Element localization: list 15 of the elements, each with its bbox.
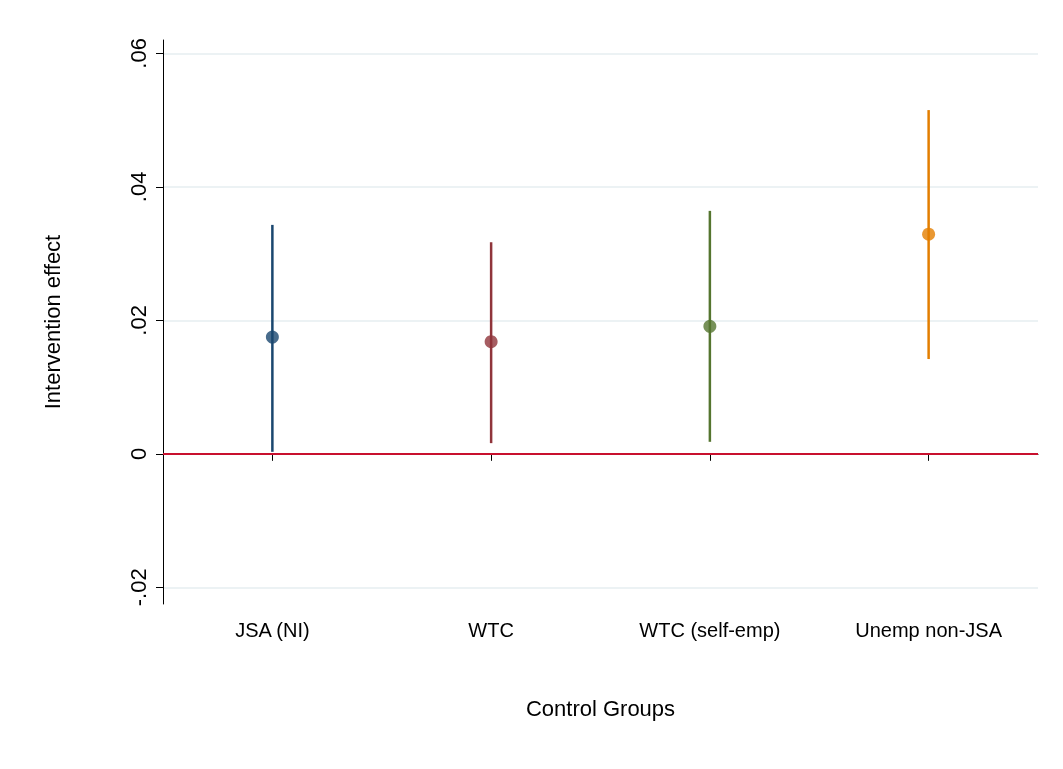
y-tick-label: .02 xyxy=(125,305,151,336)
y-tick-label: 0 xyxy=(125,447,151,460)
point xyxy=(703,319,717,333)
x-tick-label: JSA (NI) xyxy=(235,619,310,641)
y-axis-title: Intervention effect xyxy=(39,234,65,410)
point xyxy=(484,335,498,349)
y-tick-label: .04 xyxy=(125,171,151,203)
x-tick-label: WTC (self-emp) xyxy=(639,619,781,641)
point xyxy=(922,227,936,241)
y-tick-label: -.02 xyxy=(125,568,151,607)
x-tick-label: WTC xyxy=(468,619,514,641)
x-tick-label: Unemp non-JSA xyxy=(855,619,1003,641)
x-axis-title: Control Groups xyxy=(525,695,676,721)
y-tick-label: .06 xyxy=(125,38,151,69)
point xyxy=(265,330,279,344)
